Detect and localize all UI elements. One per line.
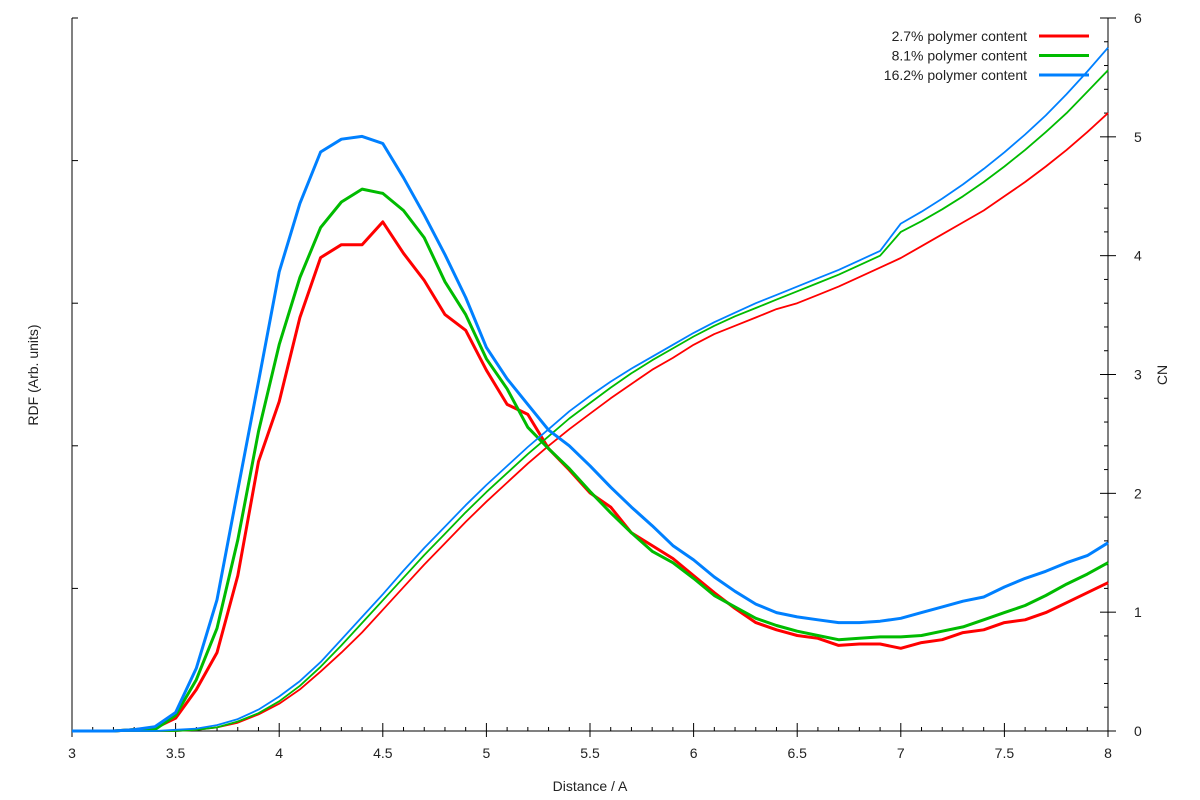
x-tick-label: 5 xyxy=(483,745,491,761)
y2-tick-label: 5 xyxy=(1134,129,1142,145)
x-tick-label: 7.5 xyxy=(995,745,1015,761)
y2-axis-label: CN xyxy=(1154,365,1170,385)
x-tick-label: 3 xyxy=(68,745,76,761)
y2-tick-label: 6 xyxy=(1134,10,1142,26)
rdf-line-16-2-polymer-content xyxy=(72,134,1109,733)
legend-label: 8.1% polymer content xyxy=(892,48,1028,64)
x-tick-label: 6.5 xyxy=(787,745,807,761)
cn-line-16-2-polymer-content xyxy=(72,47,1109,732)
y2-tick-label: 4 xyxy=(1134,248,1142,264)
legend-label: 2.7% polymer content xyxy=(892,28,1028,44)
legend: 2.7% polymer content 8.1% polymer content… xyxy=(884,28,1089,83)
x-tick-label: 6 xyxy=(690,745,698,761)
x-tick-label: 4 xyxy=(275,745,283,761)
x-axis-label: Distance / A xyxy=(553,778,628,794)
rdf-line-2-7-polymer-content xyxy=(72,220,1109,733)
y2-tick-label: 1 xyxy=(1134,604,1142,620)
x-tick-label: 3.5 xyxy=(166,745,186,761)
y-axis-label: RDF (Arb. units) xyxy=(25,324,41,425)
y2-tick-label: 0 xyxy=(1134,723,1142,739)
series-lines xyxy=(72,47,1109,733)
x-tick-label: 7 xyxy=(897,745,905,761)
y2-tick-label: 2 xyxy=(1134,485,1142,501)
x-tick-label: 8 xyxy=(1104,745,1112,761)
rdf-line-8-1-polymer-content xyxy=(72,187,1109,733)
axes xyxy=(71,17,1116,737)
x-tick-label: 4.5 xyxy=(373,745,393,761)
cn-line-8-1-polymer-content xyxy=(72,69,1109,732)
cn-line-2-7-polymer-content xyxy=(72,112,1109,732)
y2-tick-label: 3 xyxy=(1134,367,1142,383)
tick-labels: 3 3.5 4 4.5 5 5.5 6 6.5 7 7.5 8 0 1 2 3 4 5 6 xyxy=(68,10,1142,761)
legend-label: 16.2% polymer content xyxy=(884,67,1027,83)
x-tick-label: 5.5 xyxy=(580,745,600,761)
